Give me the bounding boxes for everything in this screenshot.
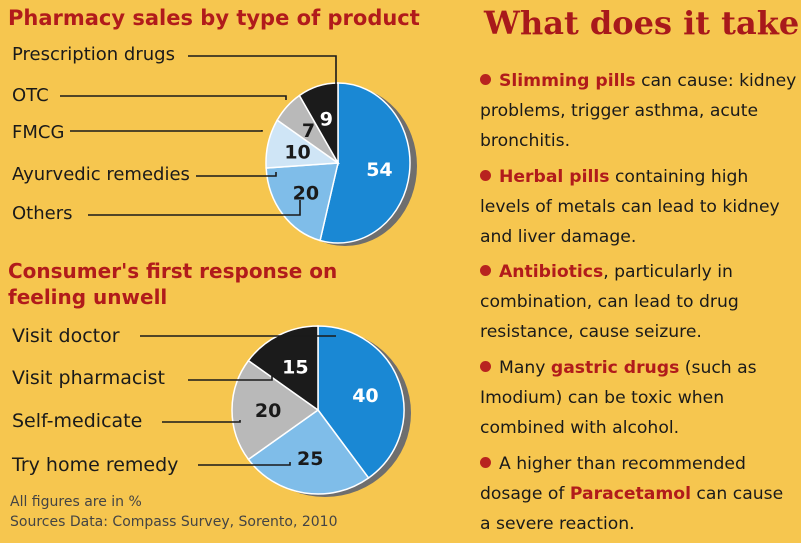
bullet-icon (480, 170, 491, 181)
pie2-slice-1 (247, 408, 370, 495)
info-item-1: Herbal pills containing high levels of m… (480, 167, 780, 247)
pie1-slice-0 (319, 82, 411, 244)
pie1-value-label-1: 20 (293, 183, 319, 205)
pie2-value-label-3: 15 (282, 357, 308, 379)
pie1-slice-4 (298, 82, 339, 166)
chart2-category-3: Try home remedy (12, 454, 179, 476)
pie1-value-label-2: 10 (284, 141, 310, 163)
pie2-leader-2 (162, 420, 241, 423)
info-panel: What does it take... Slimming pills can … (470, 0, 801, 543)
chart1-category-2: FMCG (12, 122, 65, 143)
pie1-leader-2 (70, 130, 263, 132)
pie2-slice-0 (317, 325, 405, 479)
info-item-3: Many gastric drugs (such as Imodium) can… (480, 358, 757, 438)
pie1-leader-3 (196, 172, 277, 177)
info-item-highlight: Antibiotics (499, 262, 604, 282)
footnote-units: All figures are in % (10, 494, 142, 510)
info-item-highlight: Herbal pills (499, 167, 610, 187)
chart2-category-0: Visit doctor (12, 325, 120, 347)
info-item-highlight: Slimming pills (499, 71, 636, 91)
pie1-leader-4 (88, 200, 301, 216)
pie2-leader-1 (188, 376, 273, 381)
pie2-slice-2 (231, 359, 320, 461)
pie2-value-label-1: 25 (297, 448, 323, 470)
info-item-4: A higher than recommended dosage of Para… (480, 454, 784, 534)
bullet-icon (480, 457, 491, 468)
bullet-icon (480, 265, 491, 276)
chart2-title: Consumer's first response on feeling unw… (8, 259, 338, 309)
chart1-category-4: Others (12, 203, 73, 224)
chart2-category-2: Self-medicate (12, 410, 143, 432)
info-item-2: Antibiotics, particularly in combination… (480, 262, 739, 342)
info-item-0: Slimming pills can cause: kidney problem… (480, 71, 797, 151)
bullet-icon (480, 361, 491, 372)
pie1-value-label-3: 7 (302, 120, 315, 142)
info-item-highlight: Paracetamol (569, 484, 691, 504)
chart1-category-0: Prescription drugs (12, 44, 175, 65)
chart1-category-1: OTC (12, 85, 49, 106)
chart2-category-1: Visit pharmacist (12, 367, 165, 389)
info-item-highlight: gastric drugs (550, 358, 680, 378)
pie1-value-label-0: 54 (366, 159, 392, 181)
charts-panel: Pharmacy sales by type of product Prescr… (8, 6, 420, 530)
chart1-title: Pharmacy sales by type of product (8, 6, 420, 30)
bullet-icon (480, 74, 491, 85)
footnote-sources: Sources Data: Compass Survey, Sorento, 2… (10, 514, 338, 530)
pie2-value-label-0: 40 (352, 385, 378, 407)
info-heading: What does it take... (484, 4, 801, 42)
pie2-value-label-2: 20 (255, 400, 281, 422)
pie2-leader-3 (198, 462, 291, 466)
chart1-category-3: Ayurvedic remedies (12, 164, 190, 185)
pie1-leader-0 (188, 55, 337, 100)
pie1-leader-1 (60, 95, 287, 100)
pie1-slice-1 (265, 162, 339, 242)
pie1-value-label-4: 9 (320, 108, 333, 130)
